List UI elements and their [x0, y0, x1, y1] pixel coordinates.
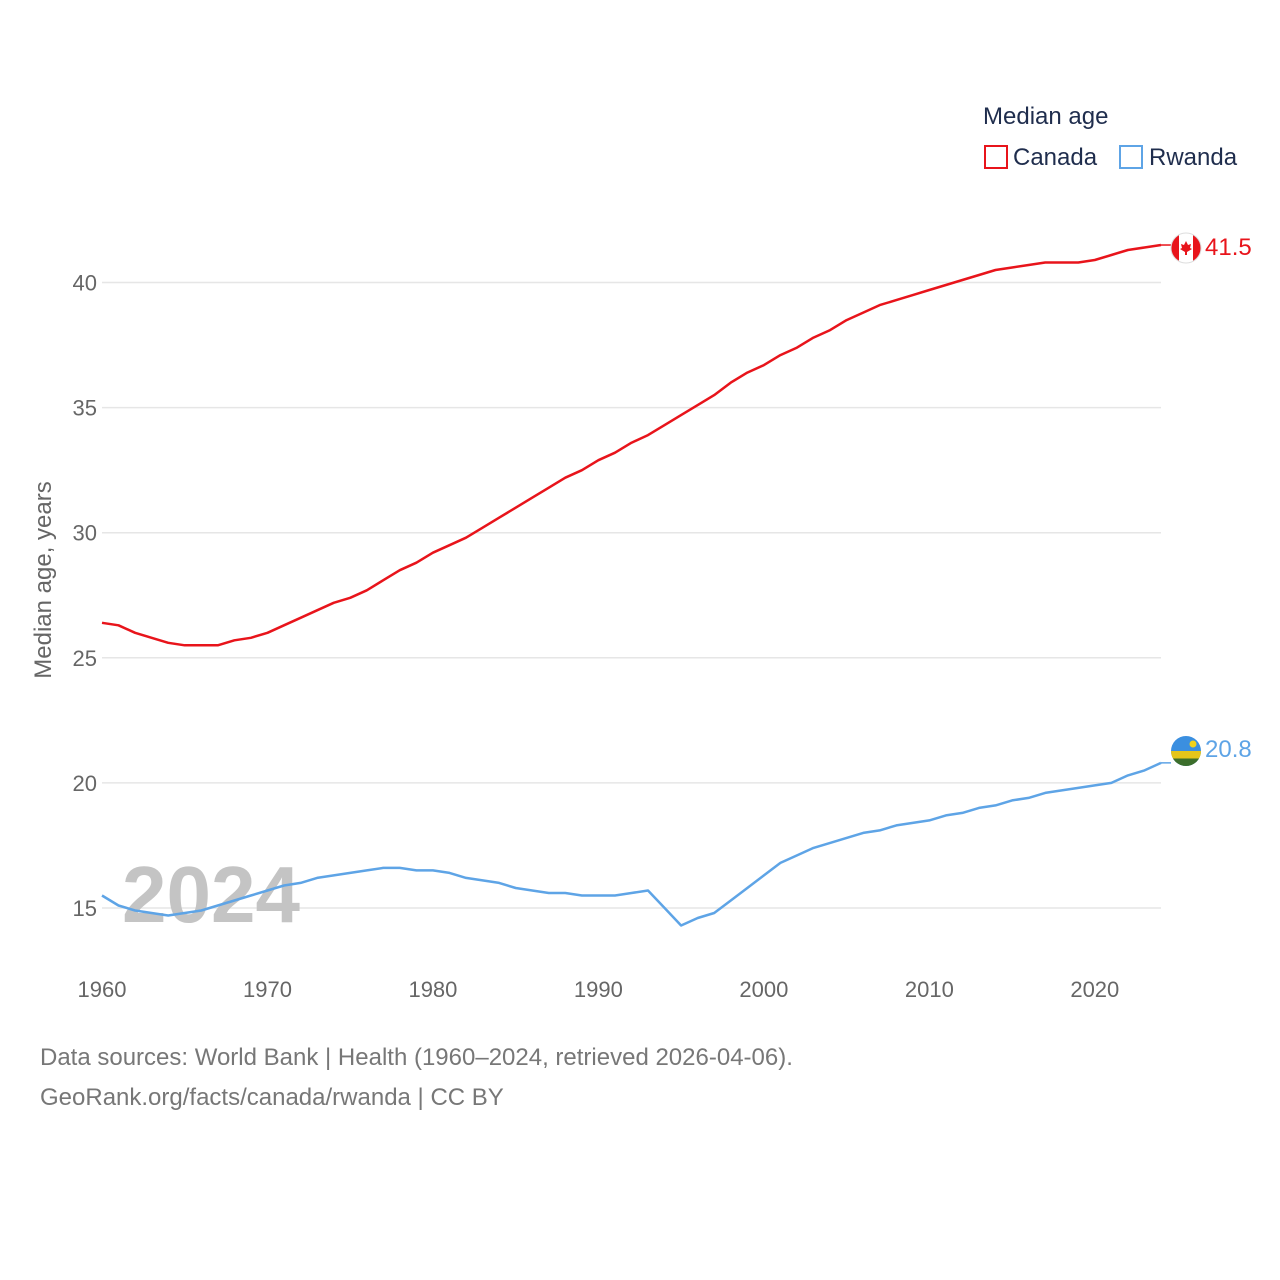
y-axis-title: Median age, years [30, 481, 57, 678]
line-chart: 15 20 25 30 35 40 1960 1970 1980 1990 2000 2010 202… [30, 103, 1252, 1002]
legend-title: Median age [983, 103, 1108, 130]
legend-label-rwanda: Rwanda [1149, 144, 1238, 171]
y-tick-label: 20 [73, 771, 97, 796]
series-lines [101, 243, 1171, 927]
end-label-rwanda: 20.8 [1205, 736, 1252, 763]
legend-swatch-canada [984, 145, 1008, 169]
y-tick-label: 25 [73, 646, 97, 671]
legend-swatch-rwanda [1119, 145, 1143, 169]
source-line: Data sources: World Bank | Health (1960–… [40, 1044, 793, 1071]
x-tick-label: 1970 [243, 977, 292, 1002]
attribution-line: GeoRank.org/facts/canada/rwanda | CC BY [40, 1084, 504, 1111]
legend: Median age Canada Rwanda [983, 103, 1238, 171]
y-tick-label: 30 [73, 521, 97, 546]
legend-label-canada: Canada [1013, 144, 1098, 171]
y-tick-label: 35 [73, 396, 97, 421]
x-axis-ticks: 1960 1970 1980 1990 2000 2010 2020 [78, 977, 1120, 1002]
x-tick-label: 1990 [574, 977, 623, 1002]
x-tick-label: 2000 [739, 977, 788, 1002]
rwanda-flag-icon [1171, 736, 1201, 766]
canada-flag-icon [1170, 232, 1202, 264]
x-tick-label: 1960 [78, 977, 127, 1002]
gridlines [102, 281, 1161, 909]
y-tick-label: 15 [73, 896, 97, 921]
series-line-canada [101, 243, 1162, 647]
x-tick-label: 2010 [905, 977, 954, 1002]
end-label-canada: 41.5 [1205, 234, 1252, 261]
x-tick-label: 1980 [408, 977, 457, 1002]
x-tick-label: 2020 [1070, 977, 1119, 1002]
y-axis-ticks: 15 20 25 30 35 40 [73, 271, 97, 921]
y-tick-label: 40 [73, 271, 97, 296]
series-line-rwanda [101, 761, 1162, 927]
year-watermark: 2024 [122, 850, 300, 939]
